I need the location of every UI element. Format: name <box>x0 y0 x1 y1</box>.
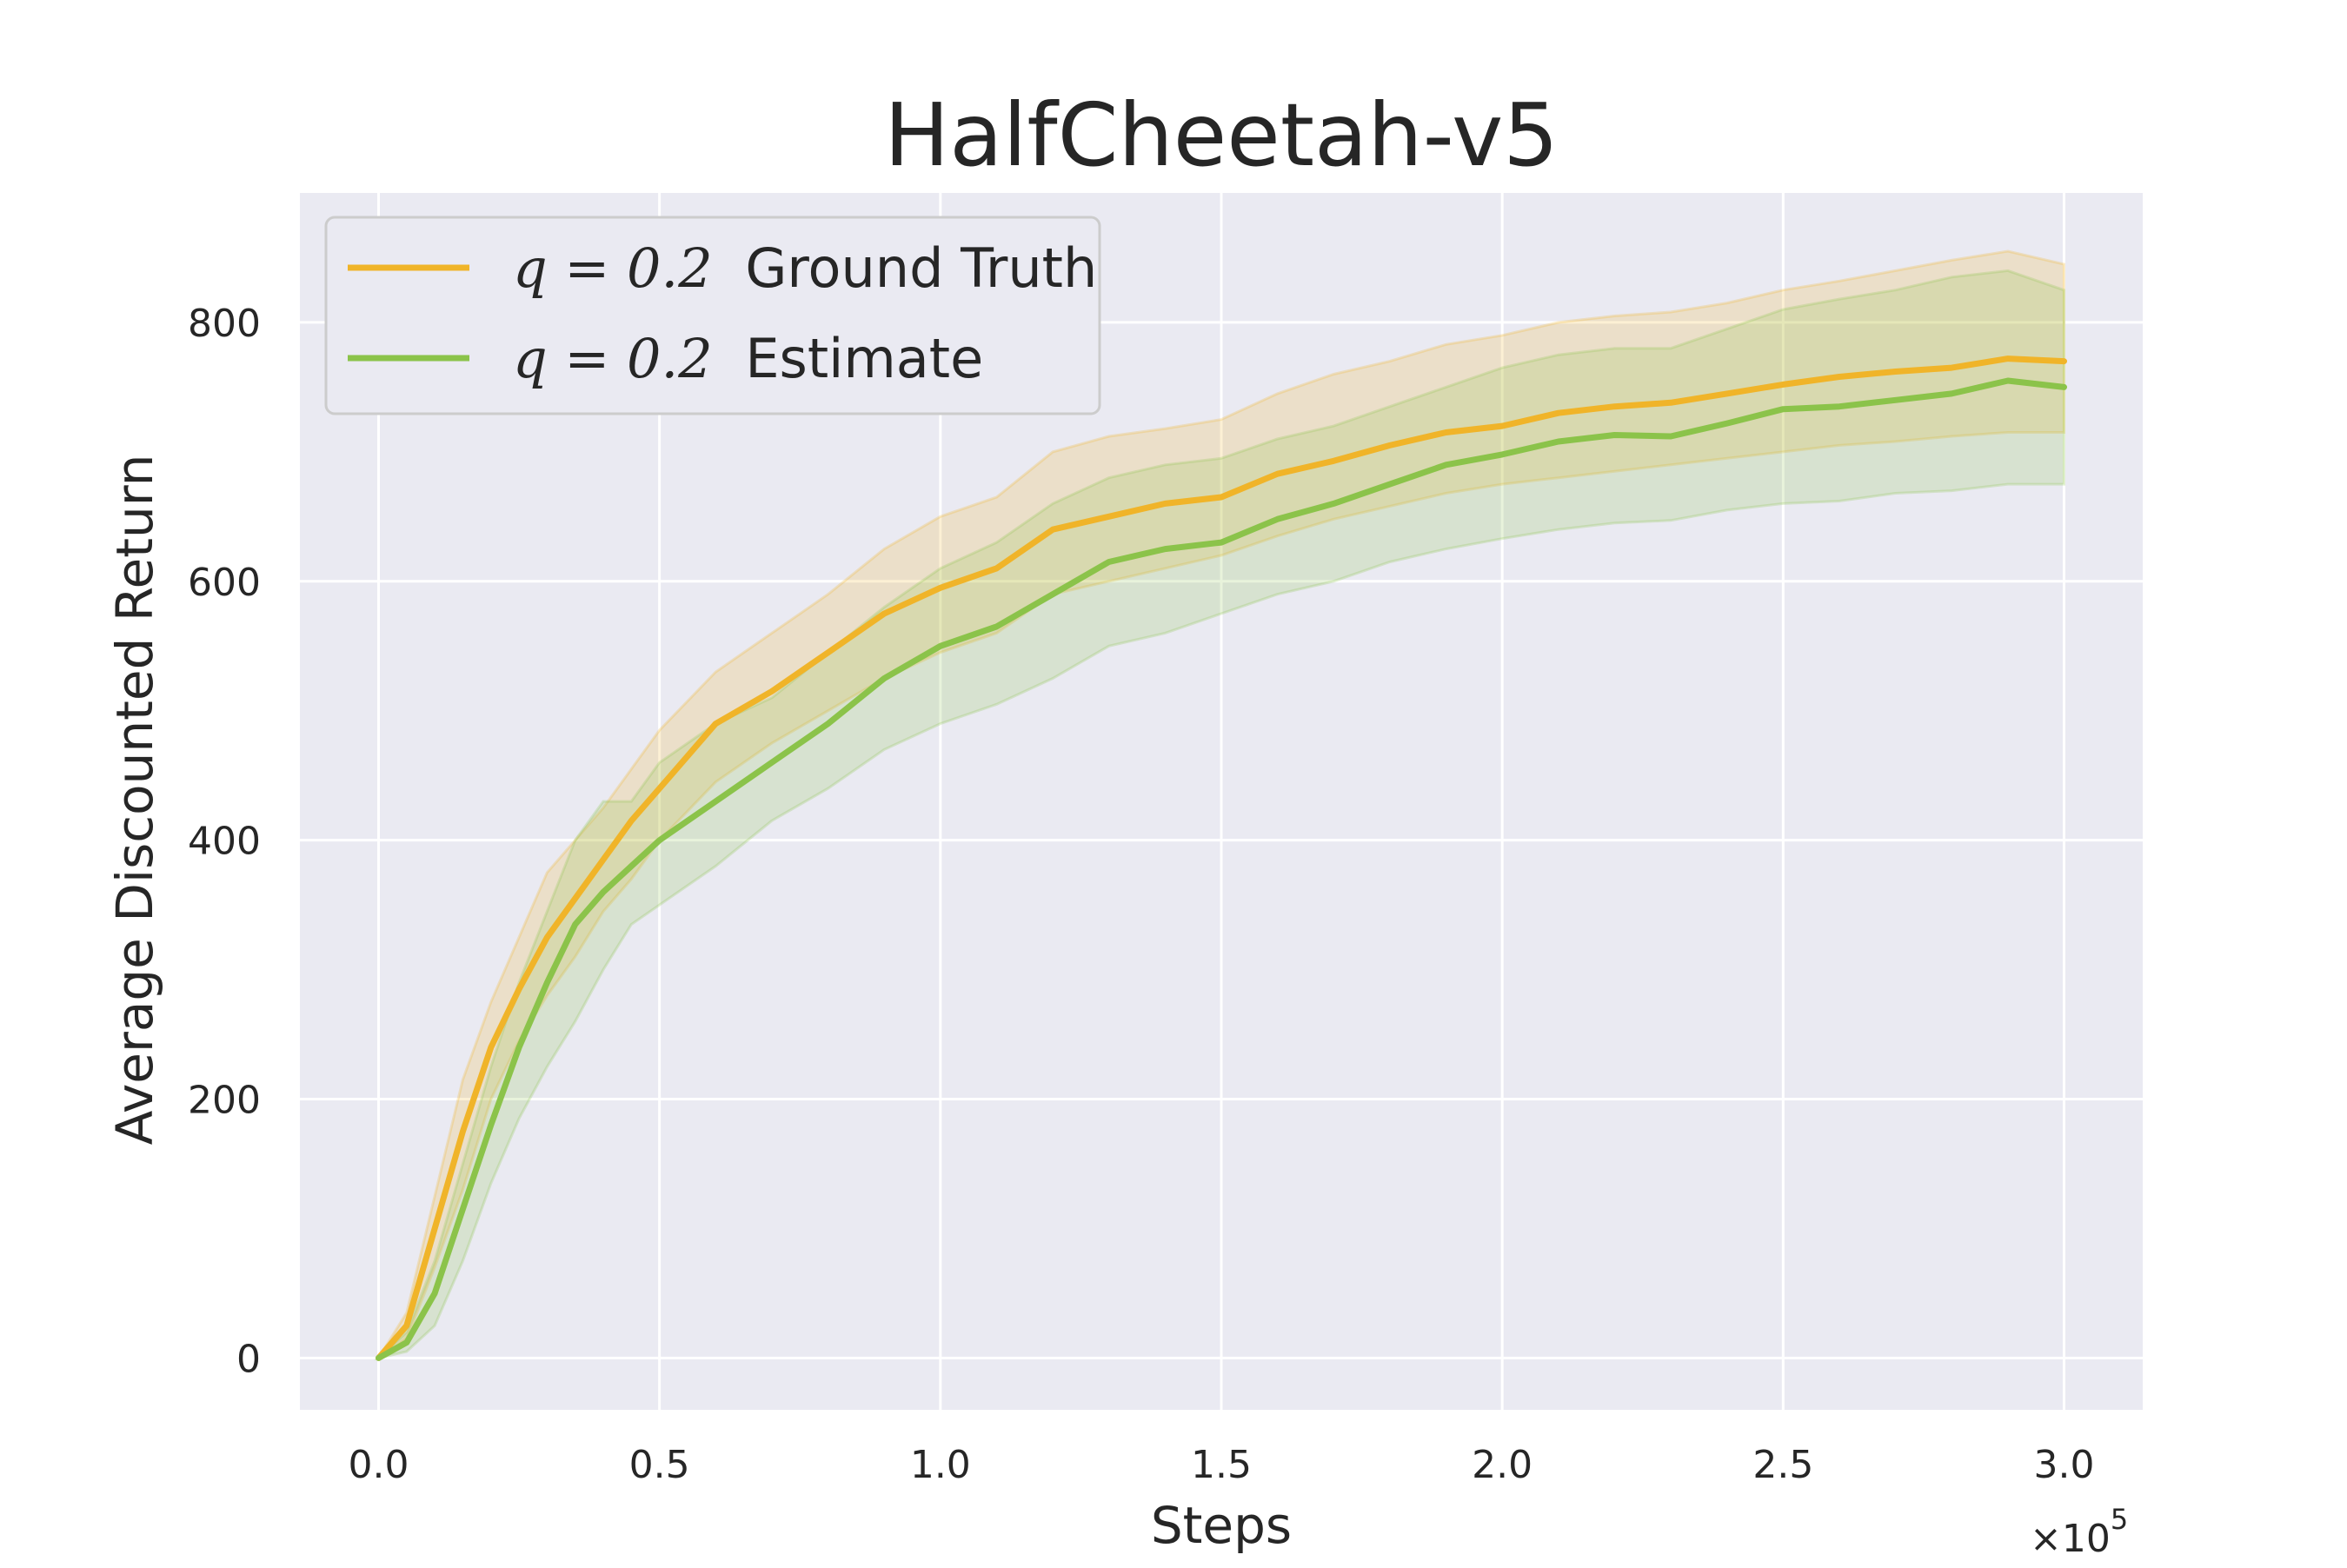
x-tick-label: 0.5 <box>629 1443 690 1487</box>
y-tick-label: 400 <box>188 820 261 864</box>
series-line-ground-truth <box>376 355 2067 1361</box>
x-multiplier-base: ×10 <box>2030 1517 2111 1561</box>
y-tick-label: 200 <box>188 1079 261 1123</box>
legend-math-ground-truth: q = 0.2 <box>513 236 713 300</box>
x-axis-label: Steps <box>1151 1496 1292 1555</box>
legend-text-ground-truth: Ground Truth <box>745 236 1097 300</box>
legend-box <box>324 216 1101 415</box>
x-tick-label: 0.0 <box>348 1443 409 1487</box>
x-tick-label: 2.0 <box>1472 1443 1533 1487</box>
chart-title: HalfCheetah-v5 <box>884 84 1559 186</box>
x-tick-label: 3.0 <box>2034 1443 2095 1487</box>
series-line-estimate <box>376 377 2067 1361</box>
x-tick-label: 2.5 <box>1752 1443 1813 1487</box>
legend-label-estimate: q = 0.2 Estimate <box>513 327 983 390</box>
y-tick-label: 800 <box>188 302 261 346</box>
x-multiplier-exponent: 5 <box>2111 1503 2128 1536</box>
legend-text-estimate: Estimate <box>745 327 983 390</box>
x-tick-label: 1.0 <box>910 1443 971 1487</box>
y-tick-label: 600 <box>188 561 261 605</box>
confidence-band-ground-truth <box>377 249 2065 1359</box>
x-tick-label: 1.5 <box>1191 1443 1252 1487</box>
series-lines <box>376 355 2067 1361</box>
x-axis-multiplier: ×105 <box>2030 1503 2128 1561</box>
y-tick-label: 0 <box>236 1337 261 1381</box>
tick-labels: 0.0 0.5 1.0 1.5 2.0 2.5 3.0 0 200 400 600 800 <box>188 302 2094 1487</box>
legend: q = 0.2 Ground Truth q = 0.2 Estimate <box>324 216 1101 415</box>
y-axis-label: Average Discounted Return <box>105 455 164 1146</box>
legend-math-estimate: q = 0.2 <box>513 327 713 390</box>
legend-label-ground-truth: q = 0.2 Ground Truth <box>513 236 1097 300</box>
